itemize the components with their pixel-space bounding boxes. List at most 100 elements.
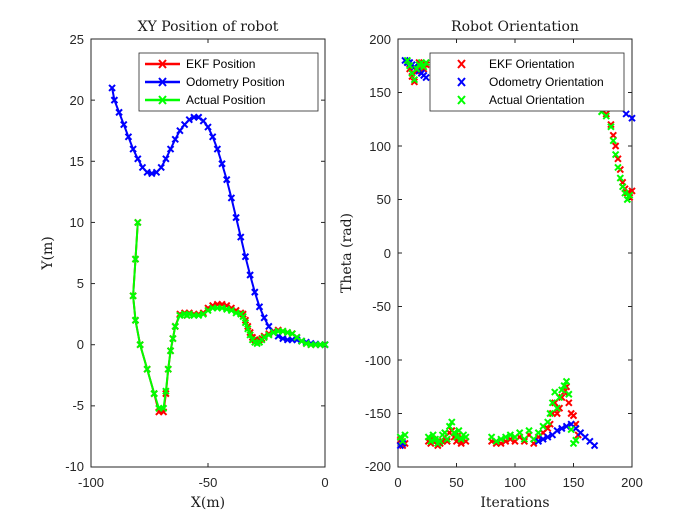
- legend-label: EKF Orientation: [489, 57, 574, 71]
- data-point: [410, 75, 419, 84]
- data-point: [223, 175, 231, 184]
- xlabel-left: X(m): [191, 495, 225, 511]
- legend-entry: EKF Position: [145, 57, 255, 71]
- ytick-label: 10: [70, 215, 84, 230]
- legend-label: Odometry Position: [186, 75, 285, 89]
- xtick-label: 150: [563, 475, 585, 490]
- data-point: [398, 437, 407, 446]
- data-point: [628, 114, 636, 122]
- data-point: [558, 424, 566, 433]
- data-point: [405, 62, 414, 70]
- data-point: [602, 110, 610, 118]
- data-point: [457, 435, 465, 443]
- data-point: [164, 365, 172, 373]
- legend-entry: EKF Orientation: [457, 57, 574, 71]
- data-point: [143, 365, 151, 373]
- data-point: [169, 334, 177, 343]
- ytick-label: 25: [70, 32, 84, 47]
- data-point: [520, 437, 529, 446]
- data-point: [443, 435, 451, 443]
- data-point: [548, 399, 557, 407]
- data-point: [553, 426, 561, 435]
- ytick-label: 100: [369, 139, 391, 154]
- data-point: [422, 73, 430, 82]
- legend-entry: Odometry Orientation: [457, 75, 604, 89]
- xtick-label: 0: [394, 475, 401, 490]
- data-point: [241, 318, 250, 327]
- title-right: Robot Orientation: [451, 19, 579, 35]
- series-right: [396, 56, 636, 450]
- data-point: [297, 337, 306, 345]
- data-point: [246, 271, 254, 279]
- data-point: [251, 288, 259, 296]
- data-point: [171, 135, 179, 143]
- data-point: [590, 441, 599, 450]
- data-point: [199, 117, 208, 125]
- data-point: [551, 388, 559, 396]
- data-point: [265, 331, 273, 339]
- data-point: [614, 155, 622, 163]
- legend-label: Odometry Orientation: [489, 75, 604, 89]
- data-point: [115, 108, 123, 117]
- legend-marker: [457, 77, 466, 87]
- series-actual-orientation: [396, 56, 634, 448]
- data-point: [232, 213, 240, 222]
- data-point: [204, 306, 212, 315]
- data-point: [623, 195, 632, 204]
- data-point: [607, 120, 615, 129]
- data-point: [544, 418, 552, 426]
- data-point: [422, 58, 430, 67]
- ytick-label: 20: [70, 93, 84, 108]
- data-point: [515, 429, 524, 437]
- ytick-label: -150: [365, 406, 391, 421]
- tickmarks-right: [397, 38, 633, 468]
- data-point: [611, 142, 620, 150]
- ylabel-right: Theta (rad): [339, 213, 355, 293]
- data-point: [134, 218, 142, 227]
- data-point: [462, 433, 470, 441]
- data-point: [544, 424, 552, 433]
- data-point: [569, 411, 578, 420]
- data-point: [497, 435, 505, 443]
- data-point: [227, 306, 236, 315]
- data-point: [572, 436, 580, 444]
- data-point: [134, 155, 142, 163]
- ytick-label: 0: [77, 337, 84, 352]
- xtick-label: 200: [621, 475, 643, 490]
- data-point: [546, 409, 554, 418]
- data-point: [124, 133, 133, 141]
- xtick-label: 100: [504, 475, 526, 490]
- data-point: [544, 433, 552, 441]
- data-point: [171, 322, 179, 331]
- data-point: [213, 145, 222, 153]
- data-point: [176, 127, 184, 135]
- data-point: [618, 182, 627, 191]
- data-point: [553, 404, 561, 412]
- data-point: [448, 418, 456, 426]
- ytick-label: 150: [369, 85, 391, 100]
- data-point: [625, 191, 634, 199]
- data-point: [616, 174, 625, 182]
- data-point: [403, 56, 412, 65]
- ylabel-left: Y(m): [40, 236, 56, 270]
- series-line: [132, 222, 325, 410]
- data-point: [108, 84, 116, 92]
- data-point: [159, 404, 168, 413]
- data-point: [110, 96, 119, 104]
- tickmarks-left: [90, 38, 326, 468]
- ytick-label: -50: [372, 299, 391, 314]
- legend-entry: Actual Orientation: [457, 93, 584, 107]
- legend-marker: [158, 59, 167, 69]
- ytick-label: 50: [377, 192, 391, 207]
- data-point: [129, 145, 137, 153]
- legend-left: EKF Position Odometry Position Actual Po…: [138, 52, 319, 112]
- data-point: [131, 316, 140, 324]
- data-point: [431, 435, 440, 443]
- data-point: [396, 433, 405, 441]
- data-point: [565, 399, 573, 407]
- data-point: [129, 292, 137, 300]
- data-point: [166, 145, 175, 153]
- data-point: [410, 78, 419, 86]
- data-point: [157, 163, 165, 172]
